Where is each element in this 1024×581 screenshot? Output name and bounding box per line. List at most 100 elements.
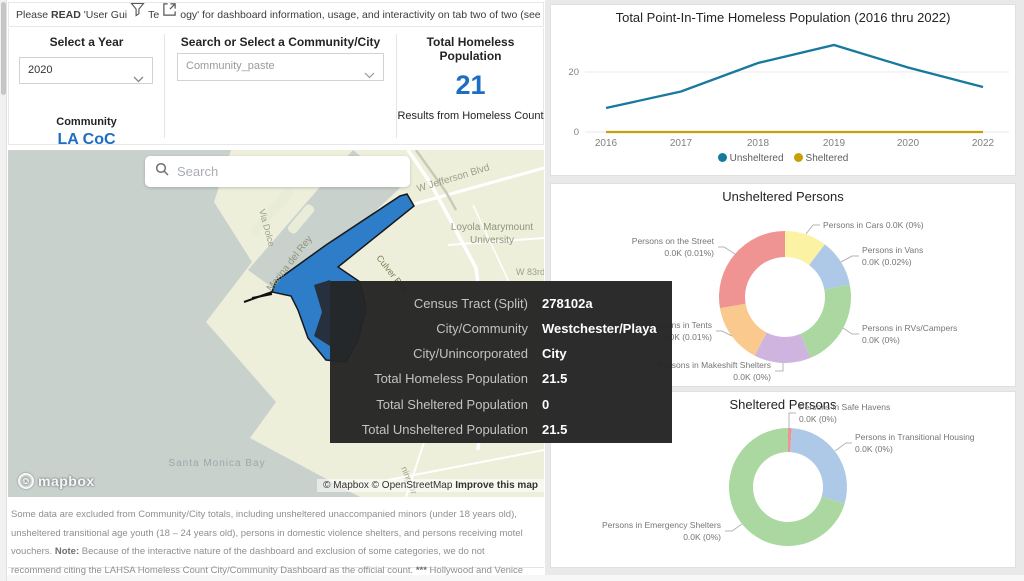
community-search-title: Search or Select a Community/City bbox=[180, 35, 381, 49]
map-search-box[interactable] bbox=[145, 156, 410, 187]
line-chart-title: Total Point-In-Time Homeless Population … bbox=[615, 10, 951, 25]
unsheltered-donut-chart[interactable]: Persons in Cars 0.0K (0%) Persons in Vans… bbox=[551, 184, 1015, 386]
legend-dot bbox=[793, 153, 803, 162]
label-leader-line bbox=[834, 442, 852, 452]
line-chart[interactable]: 0 20 2016 2017 2018 2019 2020 2022 bbox=[551, 5, 1015, 153]
tooltip-row-label: City/Unincorporated bbox=[413, 346, 528, 362]
filter-icon[interactable] bbox=[130, 3, 145, 26]
donut-slice-2[interactable] bbox=[800, 284, 851, 358]
donut-slice-5[interactable] bbox=[719, 231, 785, 309]
tooltip-row-label: Census Tract (Split) bbox=[413, 296, 528, 311]
improve-map-link[interactable]: Improve this map bbox=[455, 480, 538, 491]
chevron-down-icon bbox=[364, 64, 375, 89]
series-line-unsheltered[interactable] bbox=[605, 43, 984, 110]
divider bbox=[396, 34, 397, 138]
label-leader-line bbox=[716, 330, 733, 337]
tooltip-row-value: City bbox=[542, 346, 567, 362]
slice-label: Persons in Vans bbox=[862, 245, 923, 255]
total-population-value: 21 bbox=[455, 70, 486, 100]
header-note-fragment: Te bbox=[148, 8, 160, 21]
label-leader-line bbox=[805, 224, 820, 235]
line-chart-legend: Unsheltered Sheltered bbox=[551, 153, 1015, 164]
label-leader-line bbox=[840, 255, 859, 263]
map-water-bay bbox=[8, 150, 360, 497]
total-population-title: Total Homeless Population bbox=[426, 35, 515, 63]
x-axis-tick-label: 2016 bbox=[595, 138, 618, 149]
legend-item-sheltered[interactable]: Sheltered bbox=[793, 153, 848, 164]
donut-slice-4[interactable] bbox=[719, 303, 767, 356]
slice-label: Persons in Cars 0.0K (0%) bbox=[823, 220, 924, 230]
slice-label: Persons in Transitional Housing bbox=[855, 432, 975, 442]
label-leader-line bbox=[718, 246, 736, 255]
svg-text:Santa Monica Bay: Santa Monica Bay bbox=[168, 458, 265, 469]
slice-label: Persons on the Street bbox=[632, 236, 715, 246]
tract-shadow-shape bbox=[314, 280, 330, 346]
community-search-placeholder: Community_paste bbox=[186, 60, 275, 72]
donut-slice-0[interactable] bbox=[788, 428, 792, 453]
tooltip-row-value: 21.5 bbox=[542, 371, 568, 387]
tooltip-row-value: 21.5 bbox=[542, 421, 568, 437]
left-scrollbar[interactable] bbox=[0, 0, 7, 581]
svg-text:University: University bbox=[470, 235, 514, 246]
map-search-input[interactable] bbox=[177, 164, 400, 179]
total-population-section: Total Homeless Population 21 Results fro… bbox=[397, 28, 544, 144]
slice-value-label: 0.0K (0.02%) bbox=[862, 257, 912, 267]
unsheltered-donut-title: Unsheltered Persons bbox=[722, 189, 844, 204]
donut-slice-1[interactable] bbox=[790, 428, 847, 504]
x-axis-tick-label: 2020 bbox=[897, 138, 920, 149]
mapbox-logo[interactable]: ⎊ mapbox bbox=[18, 473, 95, 489]
tooltip-row-value: 0 bbox=[542, 396, 550, 412]
slice-value-label: 0.0K (0%) bbox=[799, 414, 837, 424]
slice-value-label: 0.0K (0%) bbox=[733, 372, 771, 382]
slice-label: Persons in Emergency Shelters bbox=[602, 520, 721, 530]
y-axis-tick-label: 0 bbox=[574, 127, 579, 138]
chevron-down-icon bbox=[133, 68, 144, 93]
tooltip-row-label: Total Sheltered Population bbox=[376, 396, 528, 412]
legend-item-unsheltered[interactable]: Unsheltered bbox=[717, 153, 784, 164]
header-note-text: Please READ 'User Gui bbox=[16, 8, 128, 21]
slice-value-label: 0.0K (0%) bbox=[862, 335, 900, 345]
header-note: Please READ 'User Gui Te ogy' for dashboar… bbox=[8, 2, 544, 27]
svg-text:W 83rd: W 83rd bbox=[516, 267, 544, 277]
y-axis-tick-label: 20 bbox=[568, 67, 579, 78]
tooltip-row-label: Total Homeless Population bbox=[374, 371, 528, 387]
donut-slice-1[interactable] bbox=[809, 244, 850, 290]
label-leader-line bbox=[775, 363, 784, 372]
disclaimer-text: Some data are excluded from Community/Ci… bbox=[8, 501, 544, 576]
tract-boundary-lines bbox=[243, 291, 273, 303]
mapbox-logo-text: mapbox bbox=[38, 473, 95, 489]
donut-slice-2[interactable] bbox=[729, 428, 845, 546]
legend-dot bbox=[717, 153, 727, 162]
label-leader-line bbox=[788, 412, 796, 428]
header-note-text2: ogy' for dashboard information, usage, a… bbox=[180, 8, 543, 21]
line-chart-panel: Total Point-In-Time Homeless Population … bbox=[550, 4, 1016, 176]
mapbox-logo-icon: ⎊ bbox=[18, 473, 34, 489]
slice-value-label: 0.0K (0.01%) bbox=[662, 332, 712, 342]
filter-panel: Select a Year 2020 Community LA CoC Sear… bbox=[8, 28, 544, 148]
total-population-subtitle: Results from Homeless Count bbox=[397, 110, 544, 122]
slice-label: Persons in Safe Havens bbox=[799, 402, 890, 412]
sheltered-donut-title: Sheltered Persons bbox=[729, 397, 837, 412]
slice-label: Persons in Makeshift Shelters bbox=[659, 360, 771, 370]
year-dropdown[interactable]: 2020 bbox=[19, 57, 153, 84]
label-leader-line bbox=[842, 327, 859, 335]
census-tract-polygon[interactable] bbox=[270, 193, 415, 363]
x-axis-tick-label: 2017 bbox=[670, 138, 693, 149]
slice-label: Persons in RVs/Campers bbox=[862, 323, 957, 333]
x-axis-tick-label: 2018 bbox=[747, 138, 770, 149]
tooltip-row-label: Total Unsheltered Population bbox=[361, 421, 528, 437]
donut-slice-0[interactable] bbox=[785, 231, 825, 266]
donut-slice-3[interactable] bbox=[754, 332, 811, 363]
focus-mode-icon[interactable] bbox=[162, 3, 177, 26]
map-docks bbox=[250, 186, 315, 236]
x-axis-tick-label: 2019 bbox=[823, 138, 846, 149]
search-icon bbox=[155, 162, 169, 181]
left-scrollbar-thumb[interactable] bbox=[1, 2, 6, 95]
bottom-strip bbox=[0, 575, 1024, 581]
year-filter-title: Select a Year bbox=[49, 35, 124, 49]
community-search-section: Search or Select a Community/City Commun… bbox=[165, 28, 396, 144]
attribution-text: © Mapbox © OpenStreetMap bbox=[323, 480, 456, 491]
sheltered-donut-chart[interactable]: Persons in Safe Havens 0.0K (0%) Persons i… bbox=[551, 392, 1015, 567]
community-search-dropdown[interactable]: Community_paste bbox=[177, 53, 384, 81]
